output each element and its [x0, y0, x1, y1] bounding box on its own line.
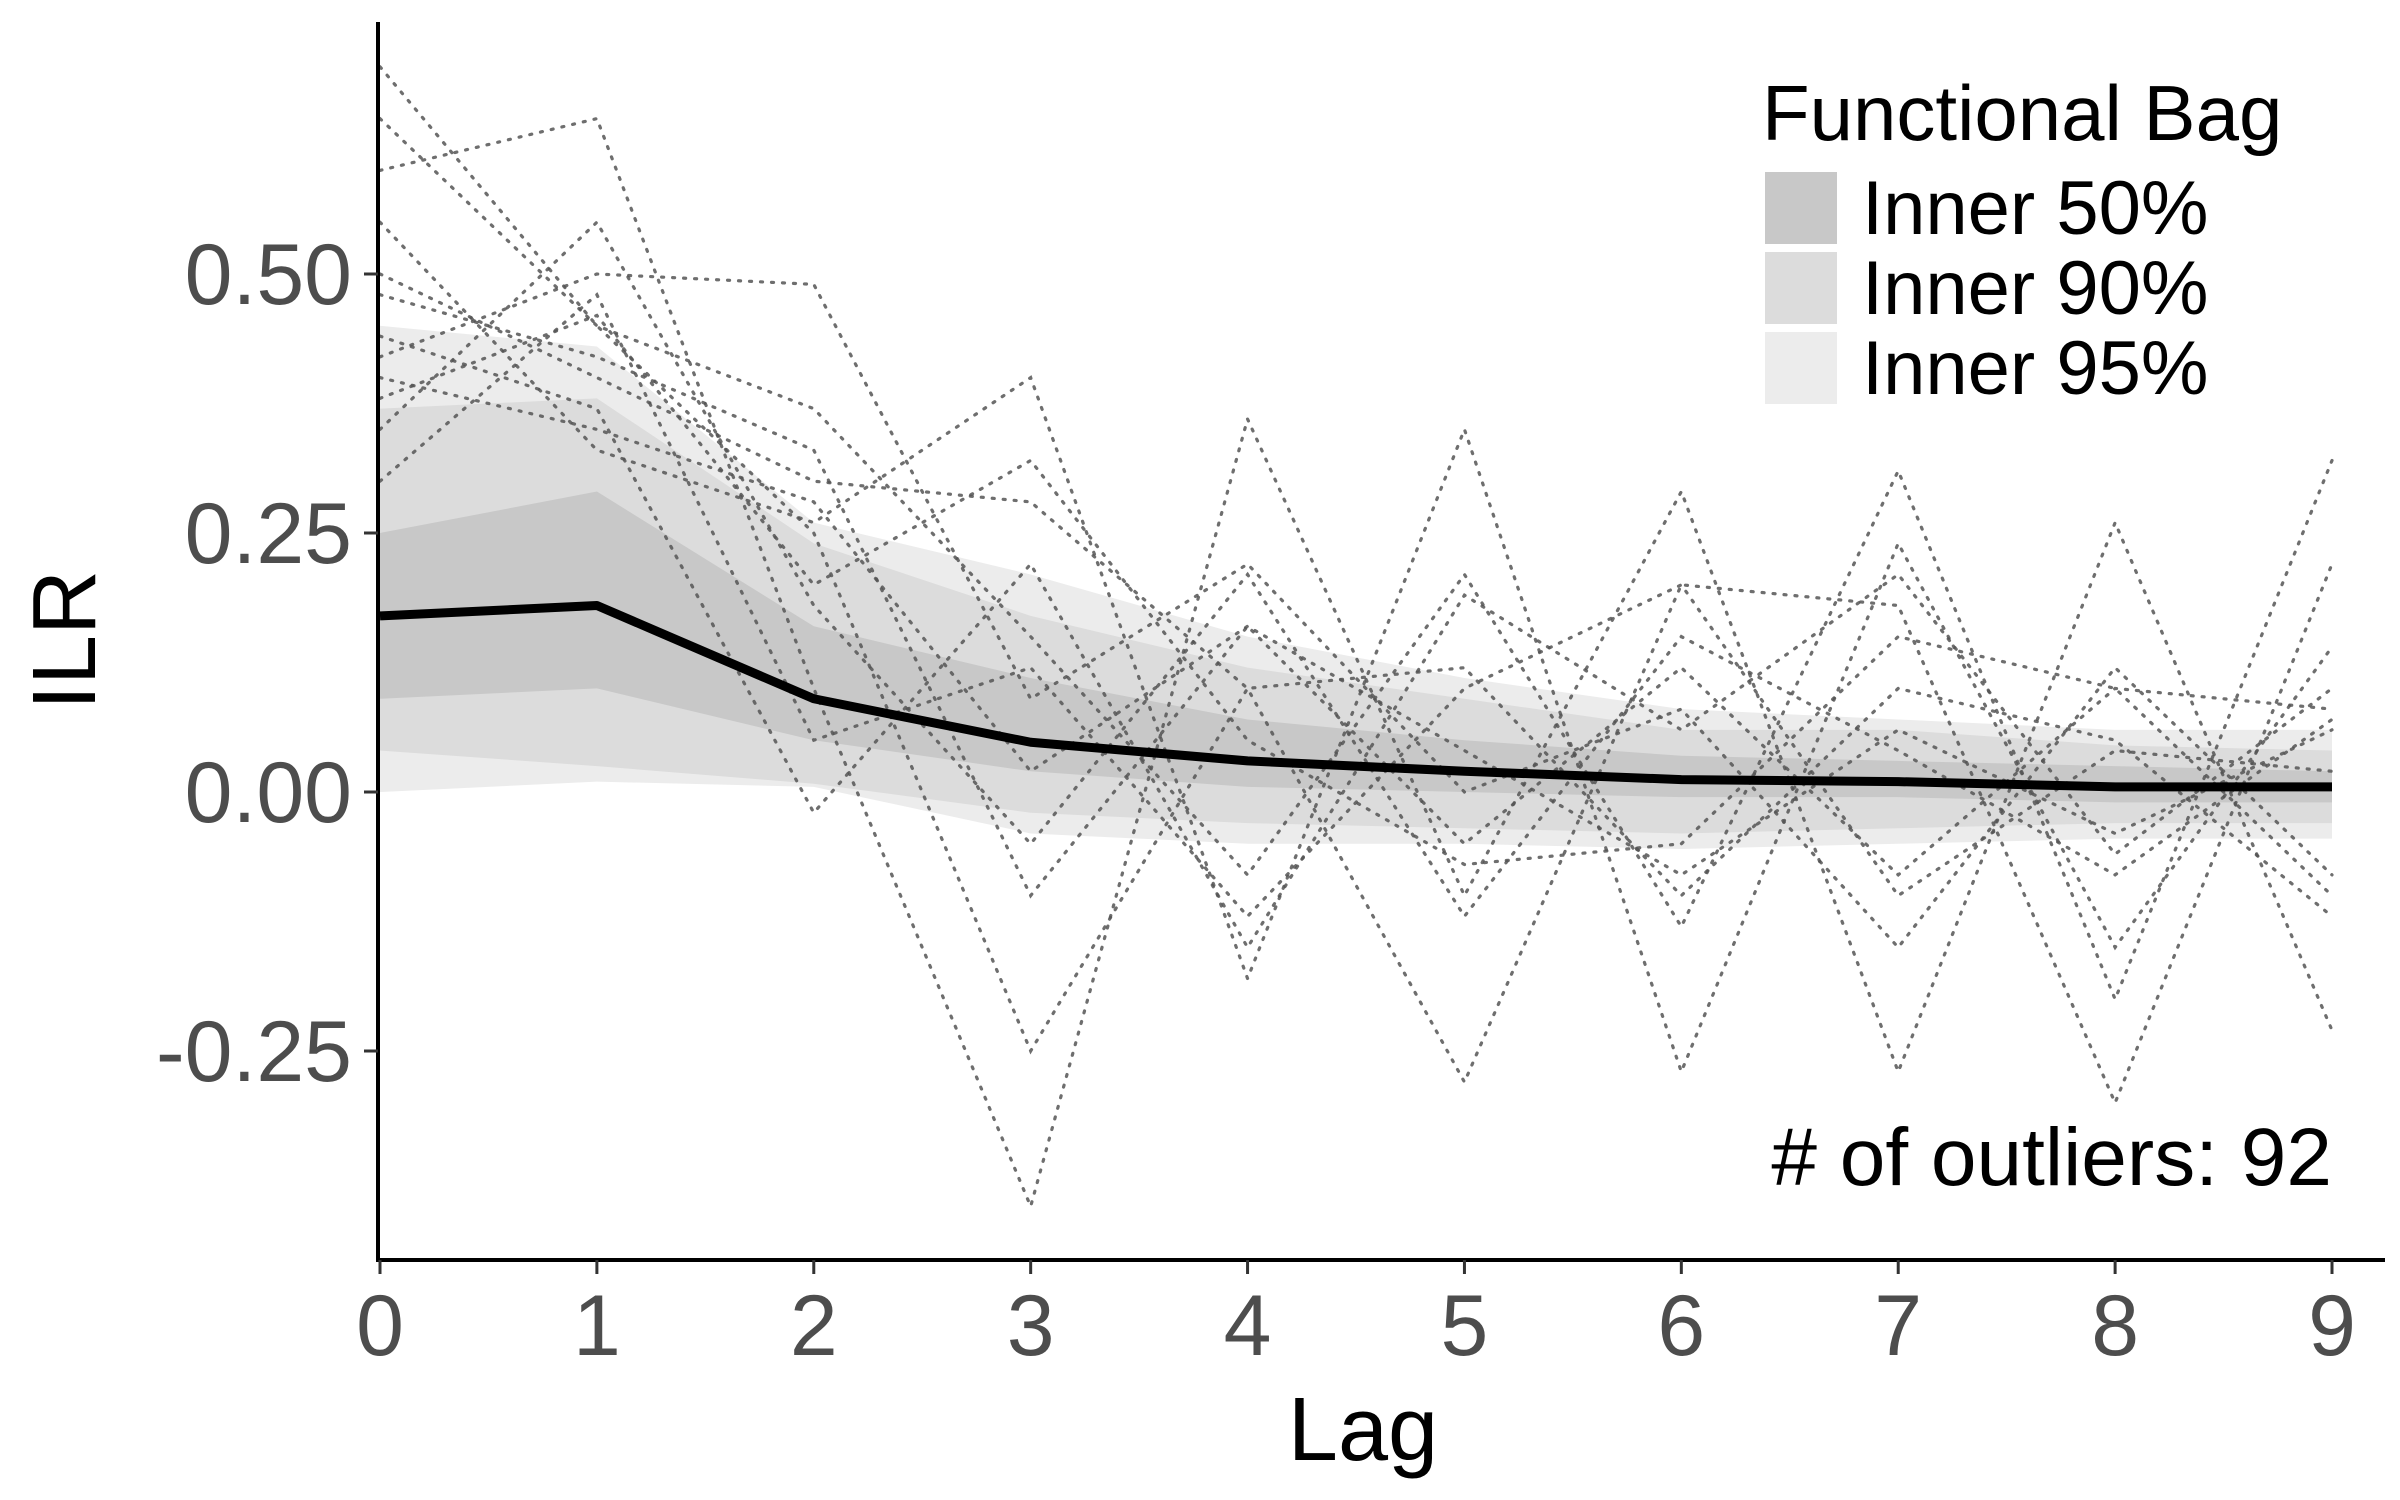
outlier-curve — [378, 272, 2334, 950]
x-tick-label: 7 — [1874, 1278, 1922, 1374]
x-tick-label: 1 — [573, 1278, 621, 1374]
axes — [376, 22, 2385, 1262]
x-tick-label: 2 — [790, 1278, 838, 1374]
legend-swatch — [1765, 252, 1837, 324]
y-tick-label: 0.50 — [185, 227, 352, 323]
outlier-curve — [378, 292, 2334, 919]
band-inner-50 — [380, 491, 2332, 803]
outlier-curve — [378, 220, 2334, 1077]
y-axis-title: ILR — [15, 570, 115, 710]
legend-label: Inner 50% — [1862, 166, 2208, 251]
x-tick-label: 6 — [1657, 1278, 1705, 1374]
outlier-curve — [378, 334, 2334, 951]
x-ticks: 0 1 2 3 4 5 6 7 8 9 — [356, 1260, 2356, 1374]
median-line — [379, 601, 2332, 792]
x-tick-label: 8 — [2091, 1278, 2139, 1374]
y-ticks: -0.25 0.00 0.25 0.50 — [156, 227, 378, 1100]
outlier-curve — [378, 116, 2334, 1004]
legend-swatch — [1765, 172, 1837, 244]
median-curve-group — [379, 601, 2332, 792]
outlier-curve — [378, 219, 2334, 920]
legend: Functional Bag Inner 50%Inner 90%Inner 9… — [1762, 69, 2282, 411]
x-tick-label: 9 — [2308, 1278, 2356, 1374]
legend-label: Inner 95% — [1862, 326, 2208, 411]
x-tick-label: 0 — [356, 1278, 404, 1374]
y-tick-label: 0.00 — [185, 745, 352, 841]
y-tick-label: 0.25 — [185, 486, 352, 582]
x-tick-label: 4 — [1224, 1278, 1272, 1374]
x-tick-label: 3 — [1007, 1278, 1055, 1374]
legend-title: Functional Bag — [1762, 69, 2282, 157]
legend-entries: Inner 50%Inner 90%Inner 95% — [1765, 166, 2208, 411]
x-axis-title: Lag — [1288, 1380, 1438, 1480]
legend-swatch — [1765, 332, 1837, 404]
y-tick-label: -0.25 — [156, 1004, 352, 1100]
confidence-bands — [380, 325, 2332, 849]
legend-label: Inner 90% — [1862, 246, 2208, 331]
outlier-curve — [378, 272, 2334, 918]
outlier-count-annotation: # of outliers: 92 — [1771, 1112, 2332, 1203]
outlier-curve — [378, 65, 2334, 1107]
x-tick-label: 5 — [1441, 1278, 1489, 1374]
